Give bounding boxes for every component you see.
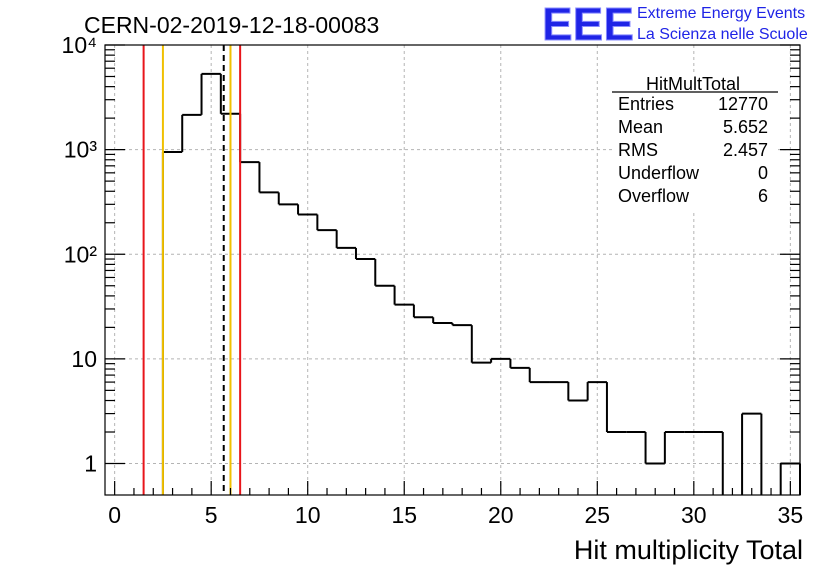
x-axis-label: Hit multiplicity Total [574, 535, 803, 565]
y-tick-label: 10² [64, 241, 98, 267]
eee-logo-line1: Extreme Energy Events [637, 5, 805, 22]
x-tick-label: 30 [681, 502, 707, 528]
x-tick-label: 5 [205, 502, 218, 528]
x-tick-label: 10 [295, 502, 321, 528]
x-tick-label: 0 [108, 502, 121, 528]
stats-box: HitMultTotal Entries 12770 Mean 5.652 RMS 2.4… [612, 74, 778, 212]
y-tick-label: 10⁴ [62, 32, 97, 58]
eee-logo-mark: EEE [542, 0, 634, 50]
y-tick-label: 10³ [64, 137, 98, 163]
x-tick-label: 35 [778, 502, 804, 528]
stats-row-value: 0 [758, 163, 768, 183]
stats-row-value: 6 [758, 186, 768, 206]
stats-row-label: Mean [618, 117, 663, 137]
y-tick-label: 10 [71, 346, 97, 372]
eee-logo-line2: La Scienza nelle Scuole [637, 26, 808, 43]
stats-row-label: Underflow [618, 163, 700, 183]
stats-row-label: Entries [618, 94, 674, 114]
y-tick-label: 1 [84, 451, 97, 477]
x-tick-label: 20 [488, 502, 514, 528]
stats-row-value: 2.457 [723, 140, 768, 160]
stats-row-value: 12770 [718, 94, 768, 114]
x-tick-label: 15 [391, 502, 417, 528]
stats-box-frame [612, 74, 778, 212]
marker-lines [142, 45, 242, 495]
eee-logo: EEE Extreme Energy Events La Scienza nel… [542, 0, 808, 51]
x-tick-label: 25 [584, 502, 610, 528]
chart-title: CERN-02-2019-12-18-00083 [84, 12, 379, 38]
axes: 0 5 10 15 20 25 30 35 1 10 10² 10³ 10⁴ [62, 32, 804, 528]
stats-row-label: RMS [618, 140, 658, 160]
stats-row-value: 5.652 [723, 117, 768, 137]
stats-box-rows: Entries 12770 Mean 5.652 RMS 2.457 Underflow 0 O… [618, 94, 768, 206]
stats-row-label: Overflow [618, 186, 690, 206]
stats-box-title: HitMultTotal [646, 74, 740, 94]
